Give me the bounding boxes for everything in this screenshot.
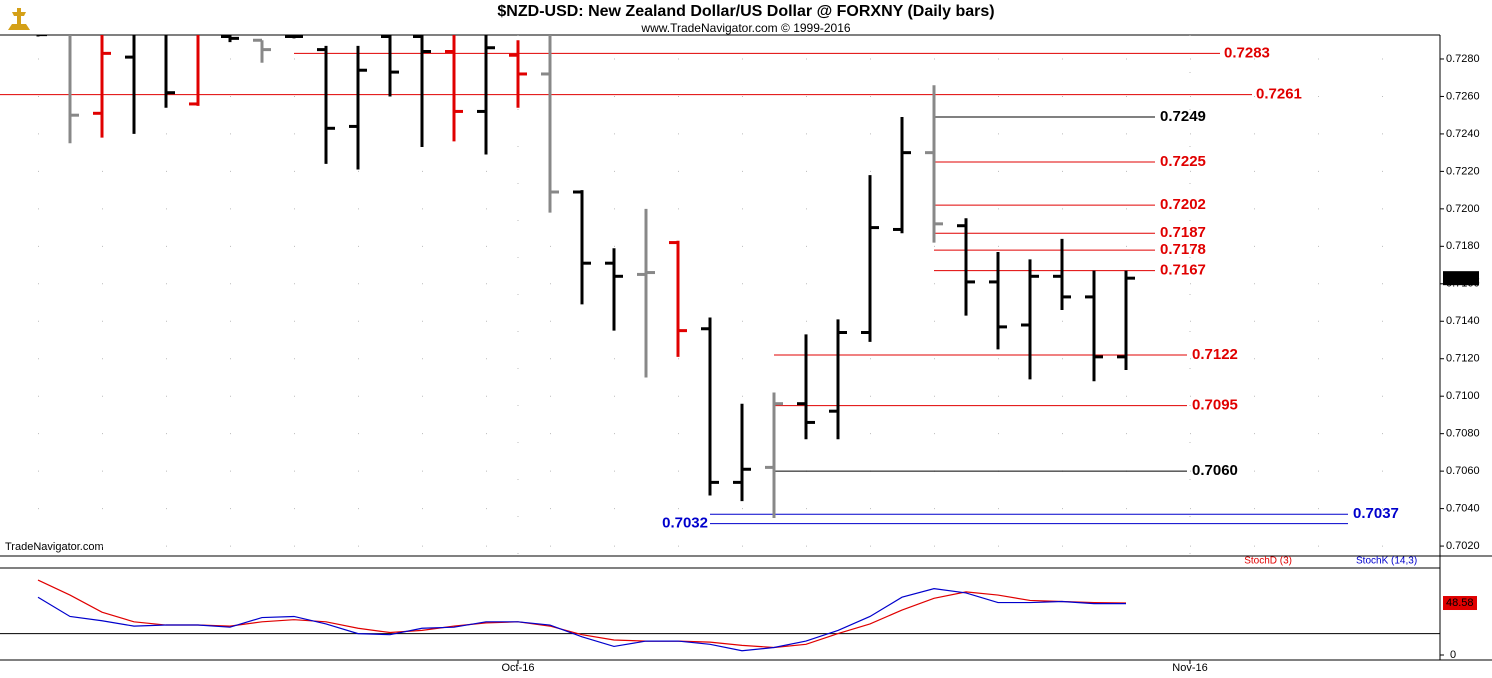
watermark: TradeNavigator.com	[5, 541, 104, 553]
level-label: 0.7261	[1256, 86, 1302, 103]
y-tick-label: 0.7100	[1446, 390, 1480, 402]
y-tick-label: 0.7060	[1446, 465, 1480, 477]
y-tick-label: 0.7040	[1446, 503, 1480, 515]
level-label: 0.7202	[1160, 196, 1206, 213]
level-label: 0.7122	[1192, 346, 1238, 363]
y-tick-label: 0.7200	[1446, 203, 1480, 215]
y-tick-label: 0.7080	[1446, 428, 1480, 440]
legend-entry: StochD (3)	[1244, 556, 1292, 567]
y-tick-label: 0.7020	[1446, 540, 1480, 552]
level-label: 0.7095	[1192, 397, 1238, 414]
stoch-last-label: 48.58	[1446, 597, 1474, 609]
y-tick-label: 0.7180	[1446, 240, 1480, 252]
legend-entry: StochK (14,3)	[1356, 556, 1417, 567]
level-label: 0.7283	[1224, 44, 1270, 61]
level-label: 0.7225	[1160, 153, 1206, 170]
level-label: 0.7187	[1160, 224, 1206, 241]
chart-title: $NZD-USD: New Zealand Dollar/US Dollar @…	[497, 3, 994, 20]
x-tick-label: Nov-16	[1172, 662, 1207, 674]
logo	[8, 8, 30, 30]
chart-subtitle: www.TradeNavigator.com © 1999-2016	[640, 21, 850, 35]
y2-tick-label: 0	[1450, 649, 1456, 661]
overlay: 0.7020 0.7040 0.7060 0.7080 0.7100 0.7120 0.71…	[501, 44, 1479, 674]
last-price-box	[1443, 271, 1479, 286]
x-tick-label: Oct-16	[501, 662, 534, 674]
y-tick-label: 0.7140	[1446, 315, 1480, 327]
level-label: 0.7167	[1160, 262, 1206, 279]
level-label: 0.7249	[1160, 108, 1206, 125]
stoch-plot	[0, 579, 1440, 652]
last-price-label: 0.7163	[1446, 272, 1480, 284]
stoch-line	[37, 588, 1126, 652]
price-plot	[0, 35, 1440, 556]
y-tick-label: 0.7280	[1446, 53, 1480, 65]
y-tick-label: 0.7240	[1446, 128, 1480, 140]
stoch-last-box	[1443, 596, 1477, 611]
level-label: 0.7032	[662, 515, 708, 532]
level-label: 0.7060	[1192, 462, 1238, 479]
level-label: 0.7178	[1160, 241, 1206, 258]
y-tick-label: 0.7260	[1446, 90, 1480, 102]
y-tick-label: 0.7120	[1446, 353, 1480, 365]
stoch-line	[37, 579, 1127, 649]
level-label: 0.7037	[1353, 505, 1399, 522]
y-tick-label: 0.7220	[1446, 165, 1480, 177]
